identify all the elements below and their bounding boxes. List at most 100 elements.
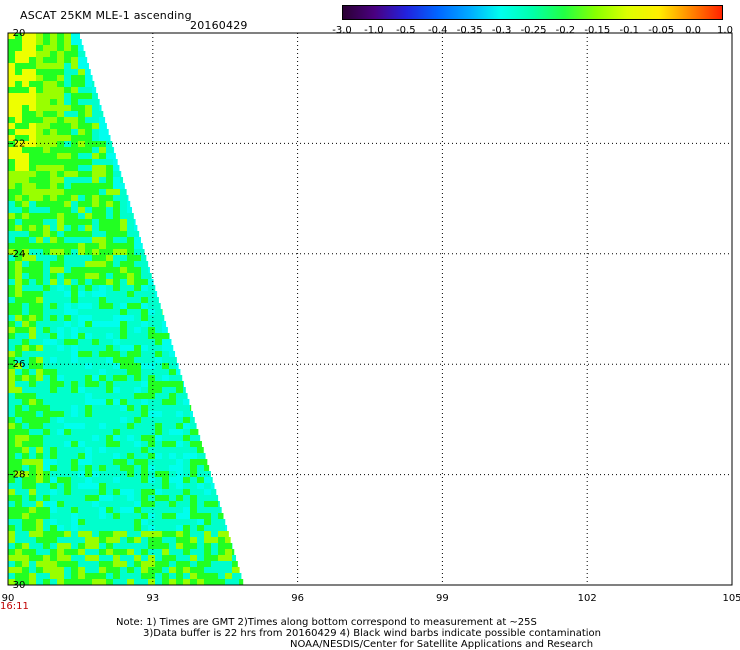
swath-cell (134, 477, 141, 483)
swath-cell (78, 87, 85, 93)
swath-cell (64, 129, 71, 135)
swath-cell (204, 525, 211, 531)
swath-cell (57, 333, 64, 339)
swath-cell (71, 219, 78, 225)
swath-cell (85, 147, 92, 153)
swath-cell (43, 249, 50, 255)
swath-cell (43, 51, 50, 57)
swath-cell (211, 501, 218, 507)
swath-cell (78, 105, 85, 111)
swath-cell (197, 471, 204, 477)
note-line-1: Note: 1) Times are GMT 2)Times along bot… (116, 617, 537, 628)
swath-cell (176, 375, 183, 381)
swath-cell (64, 201, 71, 207)
swath-cell (57, 429, 64, 435)
swath-cell (162, 573, 169, 579)
swath-cell (43, 399, 50, 405)
swath-cell (71, 375, 78, 381)
swath-cell (8, 81, 15, 87)
swath-cell (92, 501, 99, 507)
swath-cell (127, 351, 134, 357)
swath-cell (22, 69, 29, 75)
swath-cell (134, 369, 141, 375)
swath-cell (36, 303, 43, 309)
swath-cell (99, 549, 106, 555)
swath-cell (85, 57, 88, 63)
swath-cell (190, 507, 197, 513)
swath-cell (92, 423, 99, 429)
swath-cell (162, 465, 169, 471)
swath-cell (183, 489, 190, 495)
swath-cell (92, 429, 99, 435)
swath-cell (92, 387, 99, 393)
swath-cell (85, 279, 92, 285)
swath-cell (57, 105, 64, 111)
swath-cell (92, 471, 99, 477)
swath-cell (15, 135, 22, 141)
swath-cell (57, 279, 64, 285)
swath-cell (183, 549, 190, 555)
swath-cell (36, 267, 43, 273)
swath-cell (106, 501, 113, 507)
swath-cell (8, 165, 15, 171)
swath-cell (8, 231, 15, 237)
swath-cell (169, 525, 176, 531)
swath-cell (148, 471, 155, 477)
swath-cell (78, 195, 85, 201)
swath-cell (71, 159, 78, 165)
swath-cell (57, 537, 64, 543)
swath-cell (22, 315, 29, 321)
swath-cell (169, 573, 176, 579)
swath-cell (78, 231, 85, 237)
swath-cell (85, 477, 92, 483)
swath-cell (92, 357, 99, 363)
swath-cell (78, 543, 85, 549)
swath-cell (64, 75, 71, 81)
swath-cell (29, 75, 36, 81)
swath-cell (64, 261, 71, 267)
swath-cell (78, 141, 85, 147)
swath-cell (36, 297, 43, 303)
swath-cell (57, 417, 64, 423)
swath-cell (64, 39, 71, 45)
swath-cell (8, 69, 15, 75)
swath-cell (85, 141, 92, 147)
swath-cell (113, 447, 120, 453)
swath-cell (71, 513, 78, 519)
swath-cell (15, 303, 22, 309)
swath-cell (36, 513, 43, 519)
swath-cell (57, 495, 64, 501)
swath-cell (15, 315, 22, 321)
swath-cell (134, 303, 141, 309)
swath-cell (120, 447, 127, 453)
swath-cell (29, 231, 36, 237)
swath-cell (120, 411, 127, 417)
swath-cell (176, 567, 183, 573)
swath-cell (183, 567, 190, 573)
swath-cell (57, 39, 64, 45)
swath-cell (71, 189, 78, 195)
swath-cell (141, 309, 148, 315)
swath-cell (36, 363, 43, 369)
swath-cell (64, 309, 71, 315)
swath-cell (141, 351, 148, 357)
swath-cell (50, 525, 57, 531)
swath-cell (36, 339, 43, 345)
swath-cell (64, 513, 71, 519)
swath-cell (204, 501, 211, 507)
swath-cell (120, 249, 127, 255)
swath-cell (85, 243, 92, 249)
swath-cell (29, 357, 36, 363)
swath-cell (197, 537, 204, 543)
swath-cell (78, 39, 82, 45)
swath-cell (169, 549, 176, 555)
swath-cell (99, 537, 106, 543)
swath-cell (99, 501, 106, 507)
swath-cell (78, 429, 85, 435)
swath-cell (162, 381, 169, 387)
swath-cell (43, 369, 50, 375)
swath-cell (36, 279, 43, 285)
swath-cell (162, 375, 169, 381)
swath-cell (85, 513, 92, 519)
swath-cell (106, 519, 113, 525)
